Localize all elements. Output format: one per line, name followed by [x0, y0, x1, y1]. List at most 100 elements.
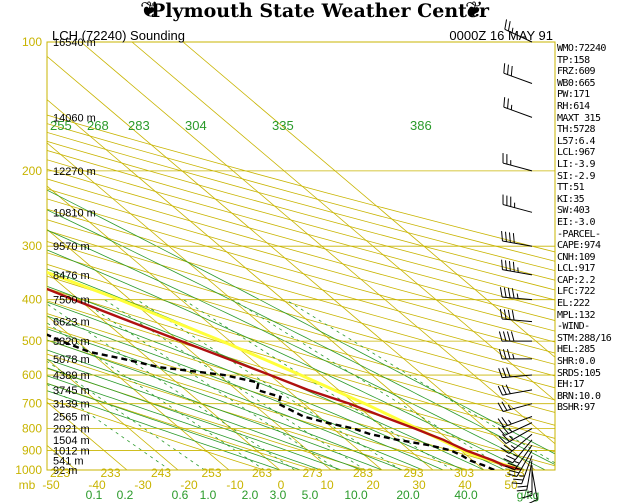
isotherm-line: [131, 42, 555, 402]
stat-line: FRZ:609: [557, 66, 596, 78]
pressure-tick-label: 900: [22, 443, 42, 457]
stat-line: STM:288/16: [557, 332, 612, 344]
isotherm-line: [47, 272, 281, 470]
stat-line: CAPE:974: [557, 240, 601, 252]
theta-e-label: 268: [87, 118, 109, 133]
kelvin-tick-label: 283: [353, 466, 373, 480]
isotherm-line: [47, 315, 230, 470]
dry-adiabat-line: [47, 188, 555, 332]
celsius-tick-label: 20: [366, 478, 380, 492]
pressure-tick-label: 800: [22, 422, 42, 436]
wind-barb: [505, 444, 533, 471]
pressure-tick-label: 100: [22, 35, 42, 49]
wind-barb: [507, 450, 533, 477]
stat-line: SI:-2.9: [557, 170, 596, 182]
isotherm-line: [47, 99, 485, 470]
height-label: 7500 m: [53, 295, 90, 307]
wind-barb: [504, 19, 533, 43]
celsius-tick-label: -20: [180, 478, 198, 492]
wind-barb: [498, 349, 532, 360]
mixing-ratio-label: 20.0: [396, 488, 420, 502]
kelvin-tick-label: 253: [201, 466, 221, 480]
stats-panel: WMO:72240 TP:158 FRZ:609 WB0:665 PW:171 RH:61…: [557, 43, 612, 414]
stat-line: SRDS:105: [557, 367, 601, 379]
stat-line: SHR:0.0: [557, 356, 596, 368]
height-label: 16540 m: [53, 37, 96, 49]
wind-barb: [503, 439, 533, 464]
pressure-tick-label: 400: [22, 293, 42, 307]
dry-adiabat-line: [47, 114, 555, 253]
wind-barb: [498, 428, 533, 444]
bird-logo-icon: ❦: [465, 0, 484, 23]
dry-adiabat-line: [47, 339, 469, 470]
celsius-tick-label: -40: [88, 478, 106, 492]
height-label: 6623 m: [53, 317, 90, 329]
stat-line: LFC:722: [557, 286, 596, 298]
stat-line: BRN:10.0: [557, 390, 601, 402]
wind-barb: [498, 367, 533, 379]
kelvin-tick-label: 243: [151, 466, 171, 480]
kelvin-tick-label: 303: [454, 466, 474, 480]
dry-adiabat-line: [47, 241, 555, 389]
isotherm-line: [47, 142, 434, 470]
theta-e-label: 386: [410, 118, 432, 133]
stat-line: RH:614: [557, 100, 590, 112]
wind-barb: [503, 63, 533, 84]
plot-frame: [46, 41, 556, 471]
stat-line: TH:5728: [557, 124, 596, 136]
isotherm-line: [80, 42, 555, 445]
isotherm-line: [47, 228, 332, 470]
theta-e-label: 255: [50, 118, 72, 133]
moist-adiabat-line: [47, 382, 301, 470]
wind-barb: [497, 422, 533, 436]
wind-barb: [497, 416, 533, 428]
kelvin-tick-label: 223: [50, 466, 70, 480]
dry-adiabat-line: [47, 368, 367, 470]
celsius-tick-label: 10: [320, 478, 334, 492]
wind-barb: [501, 230, 533, 247]
dry-adiabat-line: [47, 159, 555, 301]
dry-adiabat-line: [47, 123, 555, 262]
height-label: 14060 m: [53, 112, 96, 124]
height-label: 2565 m: [53, 412, 90, 424]
stat-line: TP:158: [557, 54, 590, 66]
mixing-ratio-label: 1.0: [200, 488, 217, 502]
height-label: 92 m: [53, 465, 77, 477]
stat-line: -PARCEL-: [557, 228, 601, 240]
mixing-ratio-label: 0.6: [172, 488, 189, 502]
mixing-ratio-label: 3.0: [270, 488, 287, 502]
height-label: 4389 m: [53, 370, 90, 382]
stat-line: KI:35: [557, 193, 585, 205]
pressure-tick-label: 1000: [15, 463, 42, 477]
dry-adiabat-line: [47, 263, 555, 413]
mixing-ratio-label: 0.1: [86, 488, 103, 502]
stat-line: PW:171: [557, 89, 590, 101]
stat-line: MAXT 315: [557, 112, 601, 124]
dry-adiabat-line: [47, 353, 418, 470]
wind-barb: [503, 97, 533, 118]
height-label: 10810 m: [53, 207, 96, 219]
stat-line: LCL:967: [557, 147, 596, 159]
sounding-time: 0000Z 16 MAY 91: [449, 28, 553, 43]
y-axis-unit: mb: [19, 478, 36, 492]
stat-line: EL:222: [557, 298, 590, 310]
dry-adiabat-line: [47, 398, 265, 470]
wind-barb: [528, 469, 538, 503]
pressure-tick-label: 300: [22, 239, 42, 253]
stat-line: WMO:72240: [557, 43, 606, 54]
isobar-lines: [47, 41, 555, 471]
height-label: 1504 m: [53, 435, 90, 447]
height-label: 9570 m: [53, 241, 90, 253]
moist-adiabat-line: [47, 375, 321, 470]
pressure-tick-label: 700: [22, 397, 42, 411]
bird-logo-icon: ❦: [140, 0, 159, 23]
wind-barb: [498, 331, 532, 342]
wind-barb: [522, 465, 533, 499]
mixing-ratio-label: 10.0: [344, 488, 368, 502]
stat-line: EI:-3.0: [557, 216, 596, 228]
celsius-tick-label: 50: [504, 478, 518, 492]
celsius-tick-label: 40: [458, 478, 472, 492]
mixing-ratio-label: 5.0: [302, 488, 319, 502]
